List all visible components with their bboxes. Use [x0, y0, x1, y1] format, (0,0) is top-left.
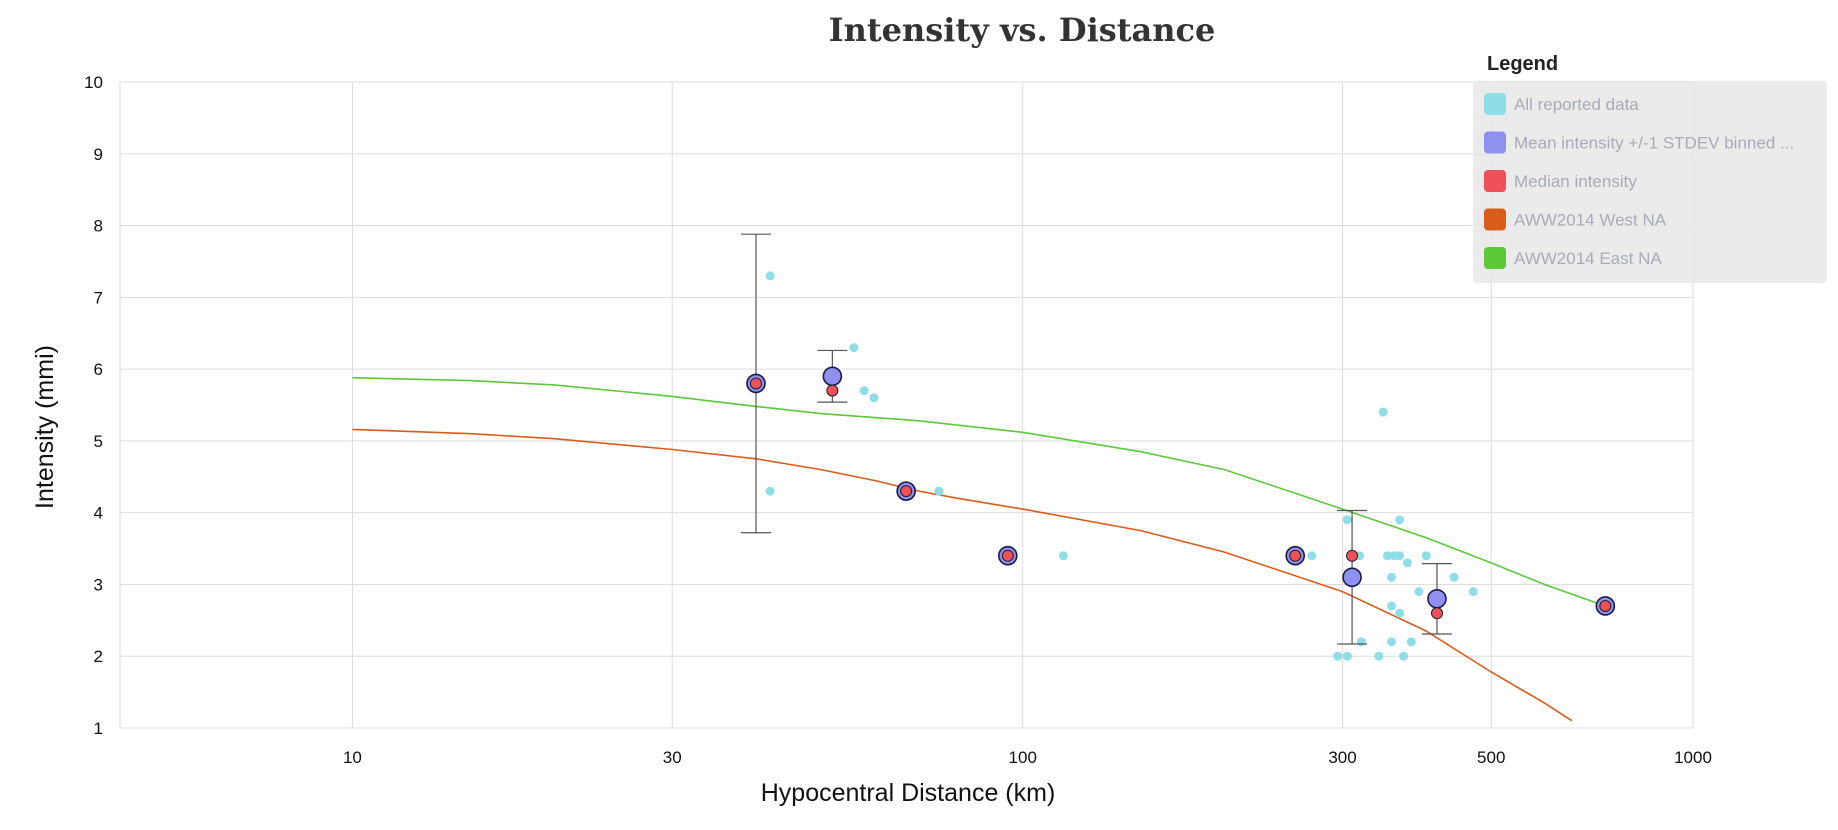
legend-swatch: [1484, 208, 1506, 231]
grid-lines: [119, 81, 1694, 729]
reported-data-point: [1342, 651, 1352, 661]
reported-data-point: [1387, 601, 1397, 611]
legend-entry-label: AWW2014 East NA: [1514, 249, 1662, 268]
legend-swatch: [1484, 170, 1506, 192]
legend-entry-label: AWW2014 West NA: [1514, 211, 1667, 230]
east-na-curve: [352, 376, 1606, 607]
x-axis-ticks: 10 30 100 300 500 1000: [343, 748, 1712, 767]
reported-data-point: [1356, 637, 1366, 647]
reported-data-point: [1058, 551, 1068, 561]
legend-entries: All reported data Mean intensity +/-1 STD…: [1484, 93, 1794, 269]
west-na-curve: [352, 428, 1573, 722]
reported-data-point: [869, 393, 879, 403]
legend-entry-label: Mean intensity +/-1 STDEV binned ...: [1514, 134, 1794, 153]
x-tick-label: 30: [663, 748, 682, 767]
y-tick-label: 1: [94, 719, 103, 738]
data-points: [765, 271, 1478, 661]
x-tick-label: 10: [343, 748, 362, 767]
x-tick-label: 500: [1477, 748, 1505, 767]
reported-data-point: [1395, 551, 1405, 561]
legend-background: [1473, 81, 1827, 283]
reported-data-point: [1421, 551, 1431, 561]
reported-data-point: [859, 386, 869, 396]
median-marker: [900, 485, 913, 498]
y-tick-label: 8: [94, 217, 103, 236]
reported-data-point: [849, 343, 859, 353]
median-marker: [826, 384, 839, 397]
median-marker: [1001, 549, 1014, 562]
median-marker: [749, 377, 762, 390]
reported-data-point: [1395, 608, 1405, 618]
x-tick-label: 1000: [1674, 748, 1712, 767]
median-markers: [749, 377, 1612, 620]
y-tick-label: 4: [94, 504, 103, 523]
reported-data-point: [1378, 407, 1388, 417]
reported-data-point: [1449, 572, 1459, 582]
reported-data-point: [1414, 587, 1424, 597]
legend-swatch: [1484, 93, 1506, 115]
y-tick-label: 3: [94, 575, 103, 594]
reported-data-point: [1387, 572, 1397, 582]
y-tick-label: 9: [94, 145, 103, 164]
reported-data-point: [1333, 651, 1343, 661]
median-marker: [1430, 607, 1443, 620]
model-curves: [352, 376, 1606, 722]
reported-data-point: [1395, 515, 1405, 525]
reported-data-point: [1402, 558, 1412, 568]
reported-data-point: [1374, 651, 1384, 661]
reported-data-point: [1399, 651, 1409, 661]
mean-marker: [1427, 588, 1447, 609]
x-axis-label: Hypocentral Distance (km): [761, 779, 1056, 807]
median-marker: [1599, 599, 1612, 612]
reported-data-point: [765, 271, 775, 281]
mean-marker: [822, 366, 843, 387]
legend-swatch: [1484, 131, 1506, 154]
y-axis-ticks: 1 2 3 4 5 6 7 8 9 10: [84, 73, 103, 738]
median-marker: [1346, 549, 1359, 562]
y-tick-label: 6: [94, 360, 103, 379]
reported-data-point: [1387, 637, 1397, 647]
reported-data-point: [934, 486, 944, 496]
x-tick-label: 300: [1328, 748, 1356, 767]
median-marker: [1289, 549, 1302, 562]
x-tick-label: 100: [1009, 748, 1037, 767]
legend-entry-label: All reported data: [1514, 95, 1639, 114]
mean-markers: [746, 366, 1616, 616]
legend-entry-label: Median intensity: [1514, 172, 1637, 191]
y-tick-label: 7: [94, 288, 103, 307]
legend: Legend All reported data Mean intensity +…: [1473, 53, 1827, 283]
chart-title: Intensity vs. Distance: [829, 11, 1216, 49]
mean-marker: [1342, 567, 1362, 588]
reported-data-point: [765, 486, 775, 496]
reported-data-point: [1382, 551, 1392, 561]
legend-swatch: [1484, 247, 1506, 269]
y-axis-label: Intensity (mmi): [31, 345, 59, 509]
reported-data-point: [1468, 587, 1478, 597]
y-tick-label: 2: [94, 647, 103, 666]
legend-title: Legend: [1487, 53, 1558, 75]
reported-data-point: [1342, 515, 1352, 525]
reported-data-point: [1307, 551, 1317, 561]
y-tick-label: 10: [84, 73, 103, 92]
y-tick-label: 5: [94, 432, 103, 451]
reported-data-point: [1406, 637, 1416, 647]
